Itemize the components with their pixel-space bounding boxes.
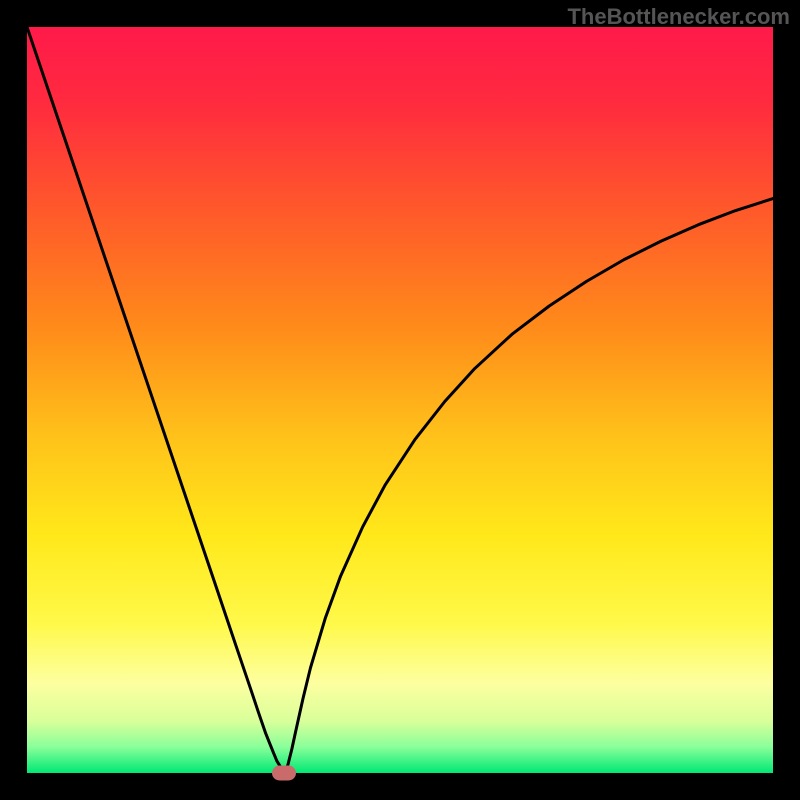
optimum-marker xyxy=(272,766,296,781)
watermark-text: TheBottlenecker.com xyxy=(567,4,790,30)
curve-path xyxy=(27,27,773,773)
bottleneck-curve xyxy=(27,27,773,773)
plot-area xyxy=(27,27,773,773)
